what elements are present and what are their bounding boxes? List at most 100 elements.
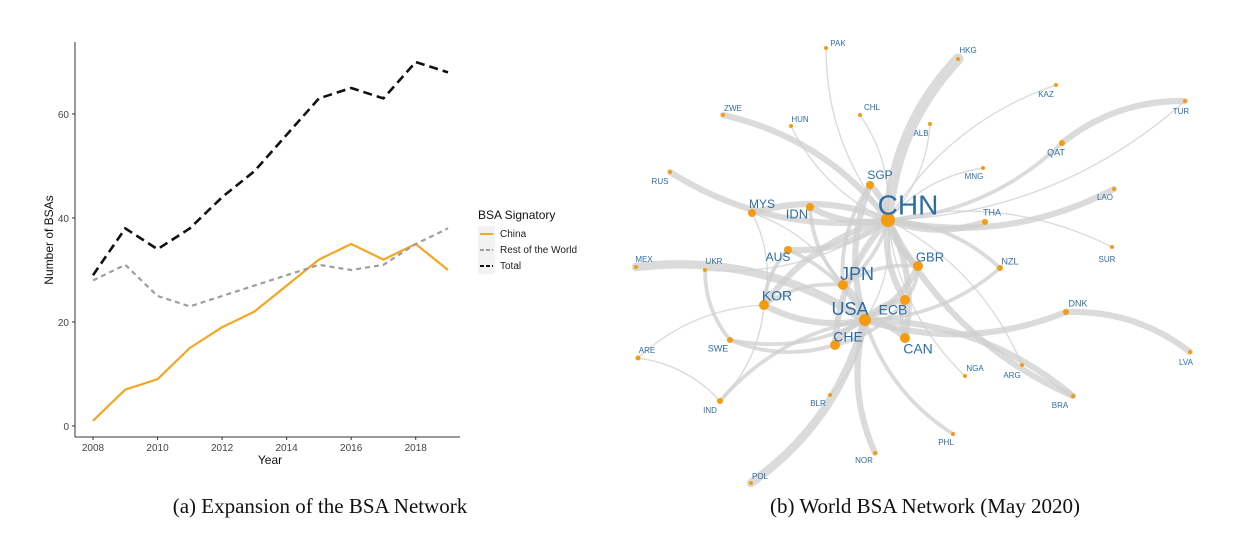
node-mex[interactable]: MEX: [634, 255, 653, 269]
node-pak[interactable]: PAK: [824, 39, 846, 50]
edge-chn-che: [831, 216, 892, 349]
node-marker: [1020, 363, 1024, 367]
x-tick-label: 2012: [211, 443, 234, 454]
node-dnk[interactable]: DNK: [1063, 298, 1088, 315]
node-label: UKR: [706, 257, 723, 266]
node-label: KOR: [762, 288, 792, 304]
y-axis-label: Number of BSAs: [42, 195, 56, 284]
node-marker: [838, 280, 848, 290]
node-swe[interactable]: SWE: [708, 337, 733, 353]
node-label: DNK: [1068, 298, 1087, 308]
node-rus[interactable]: RUS: [652, 170, 672, 186]
edge-usa-pol: [746, 315, 870, 488]
node-label: ALB: [913, 129, 928, 138]
node-ukr[interactable]: UKR: [703, 257, 723, 272]
node-qat[interactable]: QAT: [1047, 140, 1065, 157]
edge-kor-are: [637, 304, 765, 359]
node-marker: [963, 374, 967, 378]
node-tur[interactable]: TUR: [1173, 99, 1190, 116]
node-marker: [784, 246, 792, 254]
node-marker: [951, 432, 955, 436]
node-zwe[interactable]: ZWE: [721, 104, 742, 117]
series-line-rest-of-the-world: [92, 227, 449, 308]
node-mng[interactable]: MNG: [965, 166, 985, 181]
node-marker: [634, 265, 638, 269]
node-marker: [900, 333, 910, 343]
node-jpn[interactable]: JPN: [838, 264, 874, 290]
node-label: SWE: [708, 343, 729, 353]
node-label: CHL: [864, 103, 881, 112]
node-marker: [830, 340, 840, 350]
node-chl[interactable]: CHL: [858, 103, 881, 117]
node-label: ARG: [1003, 371, 1020, 380]
edge-chn-nga: [887, 219, 966, 377]
node-can[interactable]: CAN: [900, 333, 933, 357]
edge-jpn-mys: [751, 212, 844, 286]
node-nor[interactable]: NOR: [855, 451, 877, 465]
node-che[interactable]: CHE: [830, 329, 863, 350]
node-nga[interactable]: NGA: [963, 364, 984, 378]
x-axis-label: Year: [258, 453, 282, 467]
node-alb[interactable]: ALB: [913, 122, 932, 138]
edge-kor-ind: [719, 304, 765, 402]
node-nzl[interactable]: NZL: [997, 256, 1019, 271]
node-marker: [1063, 309, 1069, 315]
node-label: MEX: [635, 255, 653, 264]
edge-chn-alb: [887, 123, 931, 221]
node-label: RUS: [652, 177, 669, 186]
node-tha[interactable]: THA: [982, 207, 1001, 225]
node-chn[interactable]: CHN: [878, 189, 939, 227]
edge-usa-mex: [631, 260, 870, 325]
node-ecb[interactable]: ECB: [879, 295, 910, 318]
node-sur[interactable]: SUR: [1099, 245, 1116, 264]
node-lao[interactable]: LAO: [1097, 187, 1116, 202]
edge-jpn-kor: [762, 282, 845, 307]
legend-label: Total: [500, 261, 521, 272]
node-mys[interactable]: MYS: [748, 197, 775, 217]
node-marker: [866, 181, 874, 189]
node-marker: [635, 355, 641, 361]
y-tick-label: 20: [58, 318, 70, 329]
node-usa[interactable]: USA: [831, 299, 871, 326]
node-hkg[interactable]: HKG: [956, 46, 977, 61]
node-marker: [749, 481, 753, 485]
node-lva[interactable]: LVA: [1179, 350, 1194, 367]
node-aus[interactable]: AUS: [766, 246, 792, 264]
edge-ukr-swe: [703, 268, 732, 342]
edge-usa-blr: [829, 319, 866, 396]
node-marker: [928, 122, 932, 126]
node-arg[interactable]: ARG: [1003, 363, 1024, 380]
node-label: IDN: [786, 206, 808, 221]
node-label: CHE: [833, 329, 863, 345]
node-label: ECB: [879, 302, 908, 318]
legend: BSA Signatory China Rest of the World Tota…: [478, 208, 577, 274]
node-label: NOR: [855, 456, 873, 465]
node-marker: [759, 300, 769, 310]
y-tick-label: 40: [58, 214, 70, 225]
node-sgp[interactable]: SGP: [866, 168, 893, 189]
edge-jpn-gbr: [841, 263, 920, 287]
node-idn[interactable]: IDN: [786, 203, 814, 221]
caption-a: (a) Expansion of the BSA Network: [172, 494, 468, 518]
edge-ecb-che: [833, 298, 907, 347]
node-label: NGA: [966, 364, 984, 373]
node-kor[interactable]: KOR: [759, 288, 792, 310]
node-label: LAO: [1097, 193, 1113, 202]
node-ind[interactable]: IND: [703, 398, 723, 415]
edge-chn-sur: [887, 210, 1113, 248]
node-label: HUN: [791, 115, 809, 124]
node-gbr[interactable]: GBR: [913, 249, 944, 271]
node-pol[interactable]: POL: [749, 472, 769, 485]
node-marker: [828, 393, 832, 397]
node-are[interactable]: ARE: [635, 346, 656, 361]
node-marker: [956, 57, 960, 61]
edge-qat-tur: [1058, 97, 1189, 147]
node-kaz[interactable]: KAZ: [1038, 83, 1058, 99]
node-blr[interactable]: BLR: [810, 393, 832, 408]
edge-usa-ind: [718, 318, 867, 403]
node-marker: [1183, 99, 1187, 103]
node-phl[interactable]: PHL: [938, 432, 955, 447]
x-tick-label: 2010: [146, 443, 169, 454]
node-hun[interactable]: HUN: [789, 115, 809, 128]
node-bra[interactable]: BRA: [1052, 394, 1075, 410]
